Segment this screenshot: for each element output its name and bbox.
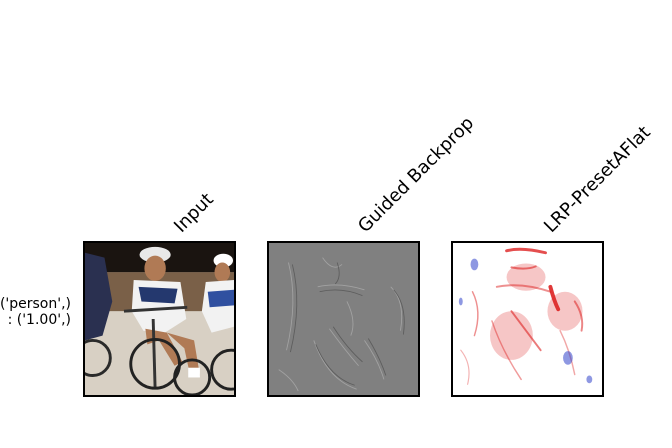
- row-label: ('person',) : ('1.00',): [0, 296, 71, 328]
- guided-backprop-panel: [267, 241, 420, 397]
- column-title-guided-backprop: Guided Backprop: [354, 112, 479, 237]
- row-label-score: : ('1.00',): [7, 312, 71, 328]
- cyclists-photo: [85, 243, 234, 395]
- column-title-input: Input: [170, 189, 218, 237]
- lrp-heatmap: [453, 243, 602, 395]
- input-image-panel: [83, 241, 236, 397]
- row-label-class: ('person',): [0, 296, 71, 312]
- guided-backprop-map: [269, 243, 418, 395]
- column-title-lrp: LRP-PresetAFlat: [540, 122, 655, 237]
- lrp-heatmap-panel: [451, 241, 604, 397]
